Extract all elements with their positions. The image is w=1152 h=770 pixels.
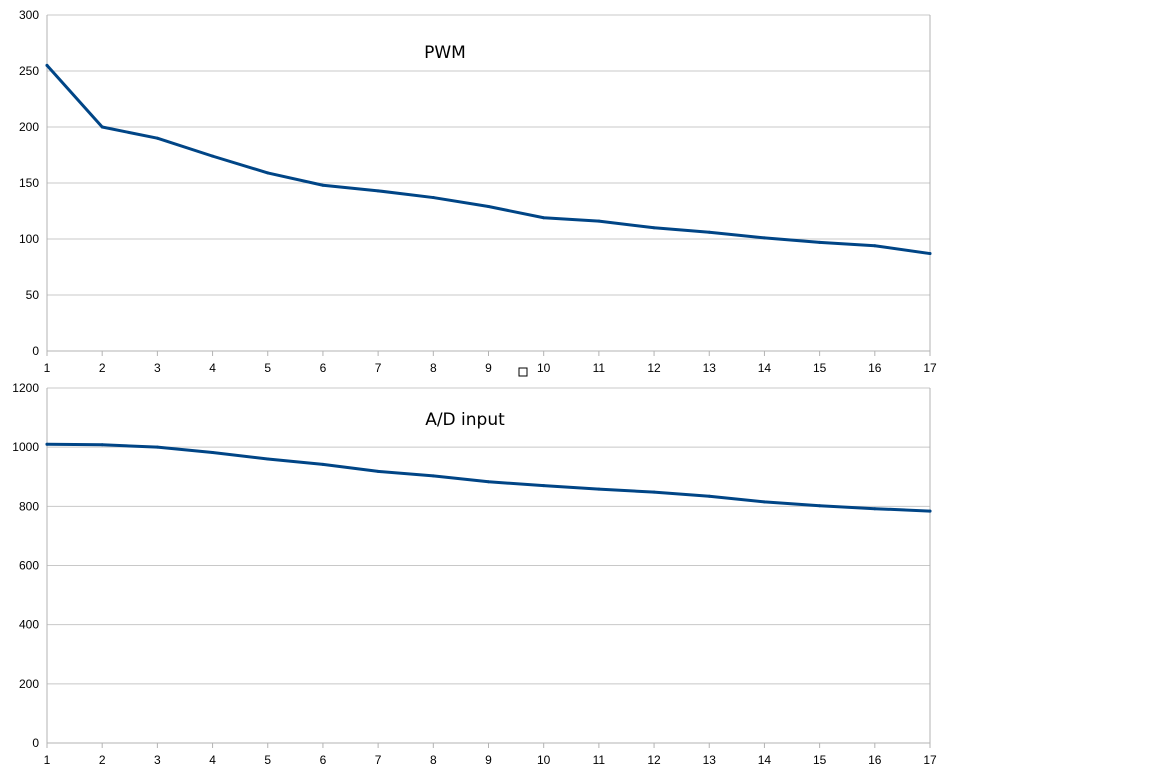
chart-title: A/D input [425, 410, 505, 430]
chart-title: PWM [424, 43, 466, 63]
y-tick-label: 150 [19, 176, 39, 190]
data-point[interactable] [45, 63, 49, 67]
data-point[interactable] [762, 500, 766, 504]
x-tick-label: 12 [647, 361, 661, 375]
x-tick-label: 13 [703, 753, 717, 767]
data-point[interactable] [155, 445, 159, 449]
y-tick-label: 0 [32, 344, 39, 358]
data-point[interactable] [100, 125, 104, 129]
x-tick-label: 15 [813, 361, 827, 375]
x-tick-label: 2 [99, 753, 106, 767]
data-point[interactable] [155, 136, 159, 140]
data-point[interactable] [431, 474, 435, 478]
x-tick-label: 1 [44, 361, 51, 375]
x-tick-label: 7 [375, 361, 382, 375]
y-tick-label: 200 [19, 677, 39, 691]
data-point[interactable] [266, 171, 270, 175]
x-tick-label: 14 [758, 753, 772, 767]
data-point[interactable] [652, 490, 656, 494]
x-tick-label: 9 [485, 361, 492, 375]
data-point[interactable] [211, 154, 215, 158]
data-point[interactable] [818, 504, 822, 508]
data-point[interactable] [873, 244, 877, 248]
data-point[interactable] [211, 450, 215, 454]
data-point[interactable] [431, 196, 435, 200]
y-tick-label: 50 [26, 288, 40, 302]
data-point[interactable] [597, 219, 601, 223]
series-line[interactable] [45, 63, 932, 256]
x-tick-label: 9 [485, 753, 492, 767]
x-tick-label: 13 [703, 361, 717, 375]
y-tick-label: 0 [32, 736, 39, 750]
y-tick-label: 300 [19, 8, 39, 22]
y-tick-label: 600 [19, 559, 39, 573]
data-point[interactable] [652, 226, 656, 230]
data-point[interactable] [762, 236, 766, 240]
x-tick-label: 1 [44, 753, 51, 767]
data-point[interactable] [707, 230, 711, 234]
data-point[interactable] [542, 484, 546, 488]
data-point[interactable] [818, 240, 822, 244]
data-point[interactable] [376, 469, 380, 473]
data-point[interactable] [597, 487, 601, 491]
y-tick-label: 200 [19, 120, 39, 134]
x-tick-label: 8 [430, 753, 437, 767]
data-point[interactable] [100, 443, 104, 447]
data-point[interactable] [487, 480, 490, 484]
x-tick-label: 2 [99, 361, 106, 375]
x-tick-label: 7 [375, 753, 382, 767]
x-tick-label: 10 [537, 753, 551, 767]
x-tick-label: 14 [758, 361, 772, 375]
y-tick-label: 800 [19, 499, 39, 513]
x-tick-label: 17 [923, 753, 937, 767]
data-point[interactable] [321, 462, 325, 466]
x-tick-label: 4 [209, 753, 216, 767]
data-point[interactable] [542, 216, 546, 220]
y-tick-label: 1200 [12, 381, 39, 395]
data-point[interactable] [928, 509, 932, 513]
x-tick-label: 6 [320, 361, 327, 375]
x-tick-label: 5 [264, 753, 271, 767]
x-tick-label: 6 [320, 753, 327, 767]
x-tick-label: 3 [154, 753, 161, 767]
y-tick-label: 400 [19, 618, 39, 632]
data-point[interactable] [266, 457, 270, 461]
x-tick-label: 16 [868, 753, 882, 767]
data-point[interactable] [487, 205, 490, 209]
x-tick-label: 8 [430, 361, 437, 375]
data-point[interactable] [45, 442, 49, 446]
x-tick-label: 16 [868, 361, 882, 375]
x-tick-label: 12 [647, 753, 661, 767]
series-line[interactable] [45, 442, 932, 513]
data-point[interactable] [928, 252, 932, 256]
x-tick-label: 15 [813, 753, 827, 767]
data-point[interactable] [707, 494, 711, 498]
selection-handle-icon[interactable] [518, 367, 528, 377]
x-tick-label: 17 [923, 361, 937, 375]
data-point[interactable] [376, 189, 380, 193]
x-tick-label: 4 [209, 361, 216, 375]
data-point[interactable] [873, 507, 877, 511]
x-tick-label: 5 [264, 361, 271, 375]
x-tick-label: 10 [537, 361, 551, 375]
x-tick-label: 11 [593, 753, 606, 767]
data-point[interactable] [321, 183, 325, 187]
x-tick-label: 11 [593, 361, 606, 375]
y-tick-label: 250 [19, 64, 39, 78]
x-tick-label: 3 [154, 361, 161, 375]
y-tick-label: 1000 [12, 440, 39, 454]
y-tick-label: 100 [19, 232, 39, 246]
